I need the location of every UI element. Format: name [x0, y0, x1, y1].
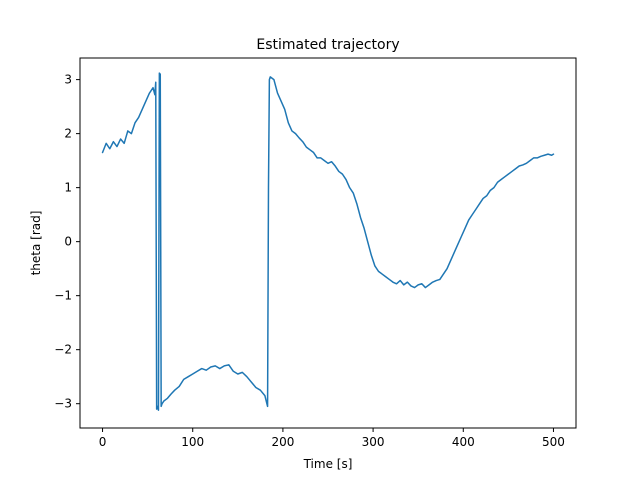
x-tick-label: 300	[362, 435, 385, 449]
y-axis: −3 −2 −1 0 1 2 3	[54, 73, 80, 411]
x-axis-label: Time [s]	[303, 457, 353, 471]
series-line-theta	[101, 72, 555, 411]
y-tick-label: 2	[64, 127, 72, 141]
x-axis: 0 100 200 300 400 500	[99, 428, 565, 449]
chart-title: Estimated trajectory	[256, 37, 399, 53]
y-tick-label: 0	[64, 235, 72, 249]
axes-frame	[79, 57, 577, 429]
y-tick-label: −3	[54, 397, 72, 411]
plot-area	[79, 57, 577, 429]
y-tick-label: −1	[54, 289, 72, 303]
x-tick-label: 500	[542, 435, 565, 449]
x-tick-label: 100	[181, 435, 204, 449]
y-tick-label: −2	[54, 343, 72, 357]
x-tick-label: 0	[99, 435, 107, 449]
y-tick-label: 1	[64, 181, 72, 195]
x-tick-label: 200	[271, 435, 294, 449]
y-axis-label: theta [rad]	[29, 211, 43, 276]
y-tick-label: 3	[64, 73, 72, 87]
x-tick-label: 400	[452, 435, 475, 449]
